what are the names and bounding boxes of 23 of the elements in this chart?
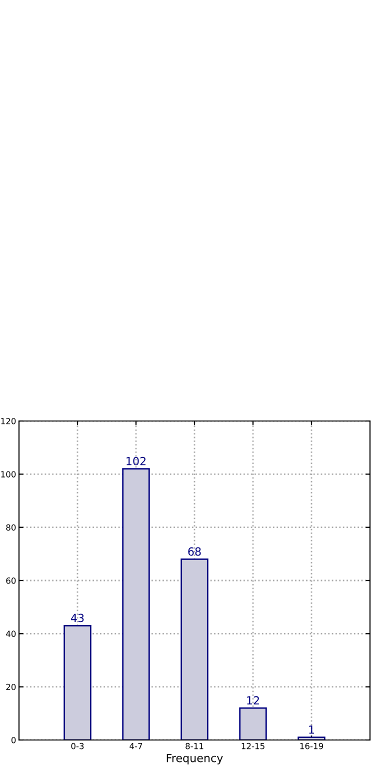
bar — [239, 707, 267, 740]
data-label: 1 — [309, 726, 314, 734]
data-label: 43 — [70, 614, 84, 622]
y-tick-label: 60 — [6, 577, 16, 584]
y-tick-label: 0 — [11, 736, 16, 744]
y-tick-label: 100 — [1, 471, 16, 478]
x-tick-label: 8-11 — [186, 742, 204, 750]
data-label: 102 — [126, 456, 146, 466]
data-label: 68 — [188, 547, 201, 556]
bar — [64, 624, 92, 740]
x-tick-label: 0-3 — [71, 742, 84, 750]
y-tick-label: 80 — [6, 524, 16, 531]
x-axis-title: Frequency — [166, 754, 223, 764]
bar — [122, 468, 150, 740]
bar — [298, 736, 326, 740]
bar — [180, 558, 208, 740]
x-tick-label: 12-15 — [242, 742, 264, 750]
y-tick-label: 20 — [6, 684, 16, 690]
y-tick-label: 120 — [1, 418, 16, 424]
data-label: 12 — [247, 696, 259, 704]
x-tick-label: 4-7 — [130, 743, 142, 750]
x-tick-label: 16-19 — [300, 742, 324, 750]
y-tick-label: 40 — [6, 630, 16, 637]
